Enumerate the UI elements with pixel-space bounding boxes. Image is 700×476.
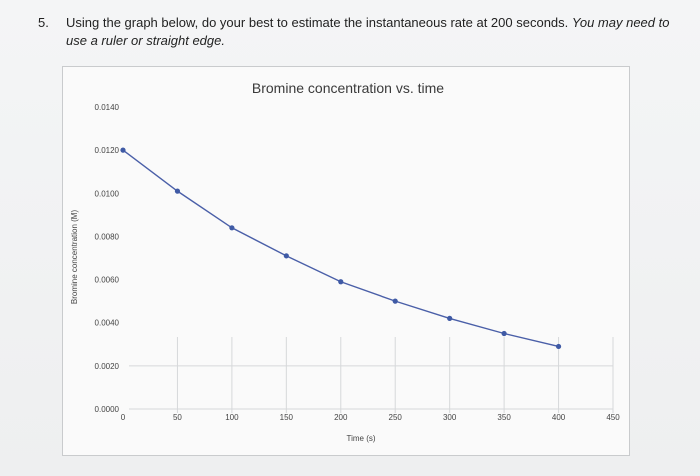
y-tick-label: 0.0080	[95, 232, 120, 241]
grid-layer	[129, 337, 614, 413]
x-tick-label: 400	[552, 413, 566, 422]
data-point	[229, 225, 235, 231]
x-tick-label: 50	[173, 413, 182, 422]
x-axis-title: Time (s)	[346, 434, 375, 443]
y-tick-label: 0.0020	[95, 362, 120, 371]
data-point	[174, 188, 181, 194]
x-tick-label: 300	[443, 413, 457, 422]
y-tick-label: 0.0000	[95, 405, 120, 414]
series-layer	[120, 147, 562, 350]
data-point	[555, 343, 562, 350]
data-point	[283, 253, 289, 259]
question-text-block: Using the graph below, do your best to e…	[66, 14, 676, 50]
y-axis-title: Bromine concentration (M)	[70, 210, 79, 305]
x-tick-label: 250	[389, 413, 403, 422]
data-point	[120, 147, 126, 153]
x-tick-label: 450	[606, 413, 620, 422]
question-text: Using the graph below, do your best to e…	[66, 15, 569, 30]
data-point	[447, 315, 453, 321]
x-tick-label: 350	[497, 413, 511, 422]
chart-svg: 0 50 100 150 200 250 300 350 400 450 0.0000 0.0020 0…	[70, 80, 621, 443]
x-tick-label: 0	[121, 413, 126, 422]
y-tick-label: 0.0140	[95, 103, 120, 112]
series-line	[122, 149, 559, 348]
y-tick-label: 0.0060	[95, 276, 120, 285]
question-emphasis: You may need to use a ruler or straight …	[66, 15, 670, 48]
chart-card: 0 50 100 150 200 250 300 350 400 450 0.0000 0.0020 0…	[62, 66, 630, 456]
data-point	[501, 330, 507, 337]
x-tick-label: 200	[334, 413, 348, 422]
chart-title: Bromine concentration vs. time	[252, 80, 444, 96]
question-number: 5.	[38, 15, 49, 30]
data-point	[392, 298, 398, 304]
x-tick-label: 150	[280, 413, 294, 422]
y-tick-label: 0.0040	[95, 319, 120, 328]
x-tick-label: 100	[225, 413, 239, 422]
tick-layer: 0 50 100 150 200 250 300 350 400 450 0.0000 0.0020 0…	[95, 103, 621, 422]
data-point	[338, 279, 344, 285]
y-tick-label: 0.0100	[95, 189, 120, 198]
y-tick-label: 0.0120	[95, 146, 120, 155]
